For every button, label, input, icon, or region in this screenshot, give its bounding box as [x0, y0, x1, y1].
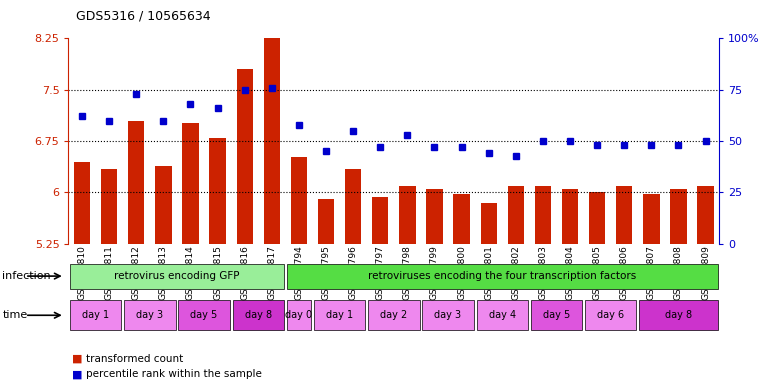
Bar [287, 300, 311, 331]
Bar [345, 169, 361, 244]
Text: day 1: day 1 [326, 310, 353, 320]
Text: day 3: day 3 [136, 310, 164, 320]
Bar [314, 300, 365, 331]
Text: percentile rank within the sample: percentile rank within the sample [86, 369, 262, 379]
Bar [183, 122, 199, 244]
Bar [237, 69, 253, 244]
Bar [400, 185, 416, 244]
Text: day 3: day 3 [435, 310, 462, 320]
Text: infection: infection [2, 271, 51, 281]
Bar [454, 194, 470, 244]
Text: GDS5316 / 10565634: GDS5316 / 10565634 [76, 10, 211, 23]
Bar [124, 300, 176, 331]
Bar [639, 300, 718, 331]
Bar [481, 203, 497, 244]
Text: day 0: day 0 [285, 310, 313, 320]
Text: retroviruses encoding the four transcription factors: retroviruses encoding the four transcrip… [368, 271, 636, 281]
Bar [422, 300, 474, 331]
Bar [589, 192, 605, 244]
Text: day 6: day 6 [597, 310, 624, 320]
Text: retrovirus encoding GFP: retrovirus encoding GFP [114, 271, 240, 281]
Bar [70, 264, 284, 288]
Bar [508, 185, 524, 244]
Text: day 5: day 5 [543, 310, 570, 320]
Bar [128, 121, 145, 244]
Bar [318, 199, 334, 244]
Text: day 4: day 4 [489, 310, 516, 320]
Bar [155, 166, 171, 244]
Bar [74, 162, 90, 244]
Bar [426, 189, 443, 244]
Bar [530, 300, 582, 331]
Bar [70, 300, 121, 331]
Bar [264, 15, 280, 244]
Bar [368, 300, 419, 331]
Bar [372, 197, 388, 244]
Bar [697, 185, 714, 244]
Text: ■: ■ [72, 369, 83, 379]
Bar [643, 194, 660, 244]
Bar [616, 185, 632, 244]
Text: day 8: day 8 [245, 310, 272, 320]
Bar [535, 185, 551, 244]
Bar [476, 300, 528, 331]
Bar [101, 169, 117, 244]
Text: transformed count: transformed count [86, 354, 183, 364]
Text: day 2: day 2 [380, 310, 407, 320]
Bar [178, 300, 230, 331]
Text: day 5: day 5 [190, 310, 218, 320]
Text: time: time [2, 310, 27, 320]
Bar [562, 189, 578, 244]
Bar [585, 300, 636, 331]
Bar [291, 157, 307, 244]
Bar [233, 300, 284, 331]
Text: day 8: day 8 [665, 310, 692, 320]
Text: day 1: day 1 [82, 310, 109, 320]
Text: ■: ■ [72, 354, 83, 364]
Bar [670, 189, 686, 244]
Bar [209, 138, 226, 244]
Bar [287, 264, 718, 288]
